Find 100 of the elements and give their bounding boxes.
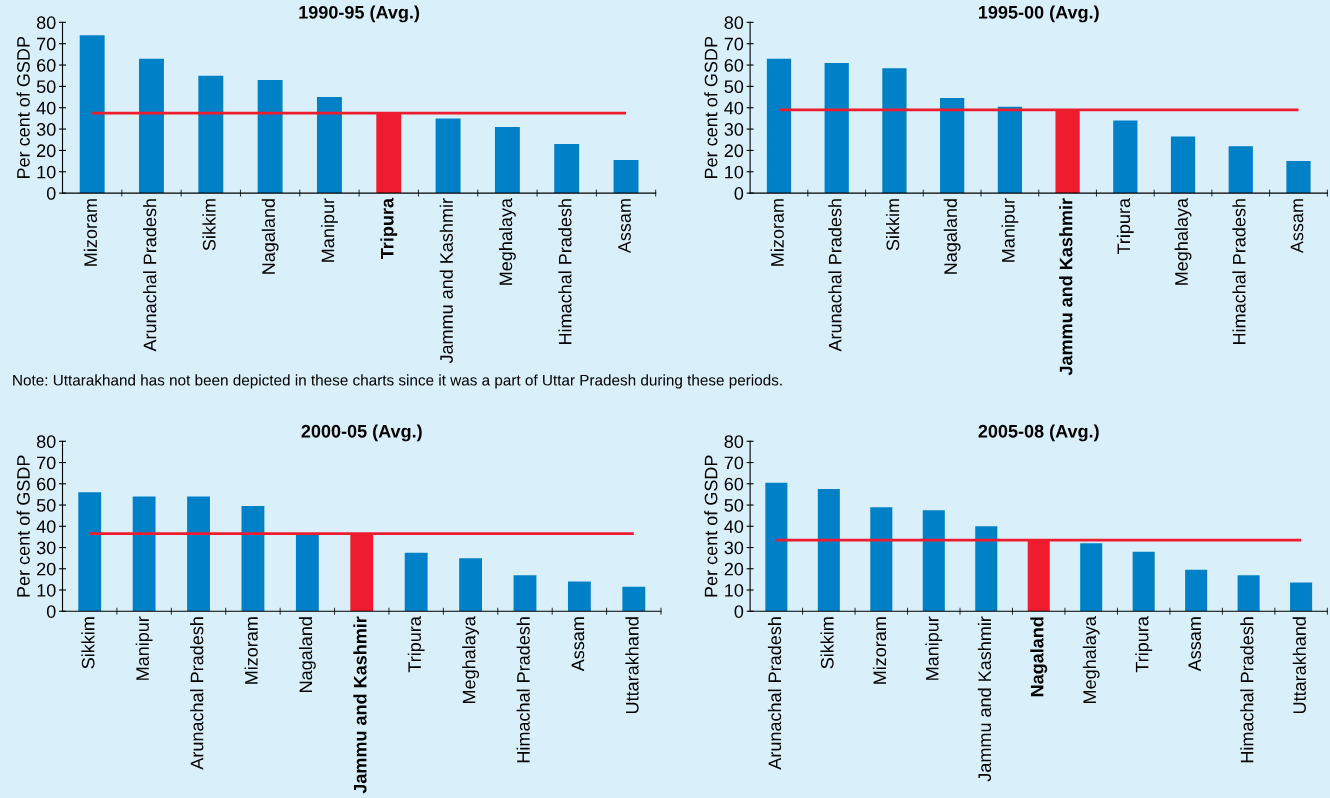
bar xyxy=(922,510,945,612)
y-tick-label: 10 xyxy=(725,583,744,597)
x-tick-label: Uttarakhand xyxy=(1292,617,1306,714)
y-tick-label: 0 xyxy=(46,187,56,200)
bar xyxy=(1185,569,1208,612)
y-tick-label: 80 xyxy=(36,435,56,449)
y-tick-label: 50 xyxy=(36,80,56,94)
x-tick-label: Arunachal Pradesh xyxy=(190,617,204,770)
y-tick-label: 50 xyxy=(724,498,744,512)
x-tick-label: Himachal Pradesh xyxy=(558,199,572,345)
x-tick-label: Assam xyxy=(1188,617,1201,672)
bar xyxy=(766,58,792,194)
bar xyxy=(494,126,520,194)
bar xyxy=(1228,146,1253,194)
y-tick-label: 30 xyxy=(724,123,744,136)
x-tick-label: Arunachal Pradesh xyxy=(767,617,782,770)
y-tick-label: 0 xyxy=(734,187,744,200)
y-tick-label: 40 xyxy=(36,520,56,533)
x-tick-label: Assam xyxy=(571,617,585,672)
x-tick-label: Himachal Pradesh xyxy=(1240,617,1254,763)
x-tick-label: Tripura xyxy=(1135,616,1153,673)
x-tick-label: Sikkim xyxy=(81,617,95,669)
bar xyxy=(817,489,840,612)
y-tick-label: 60 xyxy=(724,58,744,72)
bar xyxy=(1237,575,1260,612)
bar xyxy=(1286,161,1311,194)
y-tick-label: 20 xyxy=(37,562,56,576)
bar xyxy=(622,586,646,612)
y-tick-label: 30 xyxy=(36,123,56,136)
x-tick-label: Nagaland xyxy=(298,617,316,692)
x-tick-label: Manipur xyxy=(925,616,943,680)
y-tick-label: 20 xyxy=(724,144,744,158)
y-axis-title: Per cent of GSDP xyxy=(16,36,30,178)
bar xyxy=(241,506,265,612)
x-tick-label: Manipur xyxy=(321,198,338,262)
bar xyxy=(613,160,639,194)
bar xyxy=(295,533,319,612)
y-tick-label: 10 xyxy=(37,165,56,179)
y-tick-label: 40 xyxy=(724,101,744,115)
bar xyxy=(132,496,156,612)
chart-title: 1995-00 (Avg.) xyxy=(979,5,1099,23)
x-tick-label: Sikkim xyxy=(202,199,216,251)
y-tick-label: 70 xyxy=(37,37,56,51)
bar xyxy=(567,581,591,612)
y-tick-label: 70 xyxy=(724,37,744,51)
bar xyxy=(404,552,428,612)
x-tick-label: Arunachal Pradesh xyxy=(828,199,842,352)
x-tick-label: Assam xyxy=(1290,199,1304,254)
bar xyxy=(316,97,342,194)
x-tick-label: Arunachal Pradesh xyxy=(143,199,157,352)
y-tick-label: 10 xyxy=(37,583,56,597)
x-tick-label: Nagaland xyxy=(1030,617,1048,697)
x-tick-label: Mizoram xyxy=(770,199,784,266)
x-tick-label: Jammu and Kashmir xyxy=(1059,198,1073,376)
y-tick-label: 40 xyxy=(724,520,744,533)
x-tick-label: Tripura xyxy=(1116,197,1134,255)
bar xyxy=(1290,582,1313,612)
y-tick-label: 80 xyxy=(724,435,744,449)
x-tick-label: Jammu and Kashmir xyxy=(977,616,992,782)
y-tick-label: 30 xyxy=(724,541,744,555)
text: Note: Uttarakhand has not been depicted in these charts since it was a part of Uttar Pradesh during these periods. xyxy=(13,374,782,389)
chart-title: 2005-08 (Avg.) xyxy=(978,424,1099,442)
bar xyxy=(139,58,164,194)
x-tick-label: Meghalaya xyxy=(1082,616,1100,703)
y-axis-title: Per cent of GSDP xyxy=(16,455,30,597)
y-tick-label: 20 xyxy=(37,144,56,158)
bar xyxy=(1113,120,1138,194)
y-tick-label: 80 xyxy=(724,16,744,30)
x-tick-label: Assam xyxy=(618,199,631,254)
bar xyxy=(435,118,461,194)
bar xyxy=(824,62,849,194)
x-tick-label: Meghalaya xyxy=(462,616,479,703)
y-tick-label: 50 xyxy=(36,498,56,512)
bar xyxy=(79,35,105,194)
x-tick-label: Sikkim xyxy=(886,199,900,251)
x-tick-label: Manipur xyxy=(135,616,153,680)
y-tick-label: 60 xyxy=(724,477,744,491)
x-tick-label: Uttarakhand xyxy=(625,617,639,714)
y-tick-label: 0 xyxy=(46,605,56,618)
bar xyxy=(459,558,482,612)
x-tick-label: Nagaland xyxy=(943,199,961,274)
bar xyxy=(975,526,998,612)
bar xyxy=(1080,543,1103,612)
x-tick-label: Mizoram xyxy=(244,617,258,684)
bar xyxy=(257,79,283,194)
y-axis-title: Per cent of GSDP xyxy=(704,455,718,597)
y-axis-title: Per cent of GSDP xyxy=(704,36,718,178)
bar xyxy=(513,575,537,612)
bar xyxy=(187,496,210,612)
x-tick-label: Mizoram xyxy=(83,199,98,266)
x-tick-label: Jammu and Kashmir xyxy=(439,198,453,364)
bar xyxy=(997,106,1022,194)
x-tick-label: Meghalaya xyxy=(498,197,516,285)
y-tick-label: 60 xyxy=(37,58,56,72)
x-tick-label: Himachal Pradesh xyxy=(516,617,530,763)
y-tick-label: 10 xyxy=(725,165,744,179)
y-tick-label: 70 xyxy=(37,456,56,470)
y-tick-label: 50 xyxy=(724,80,744,94)
y-tick-label: 0 xyxy=(734,605,744,618)
x-tick-label: Tripura xyxy=(407,616,425,673)
